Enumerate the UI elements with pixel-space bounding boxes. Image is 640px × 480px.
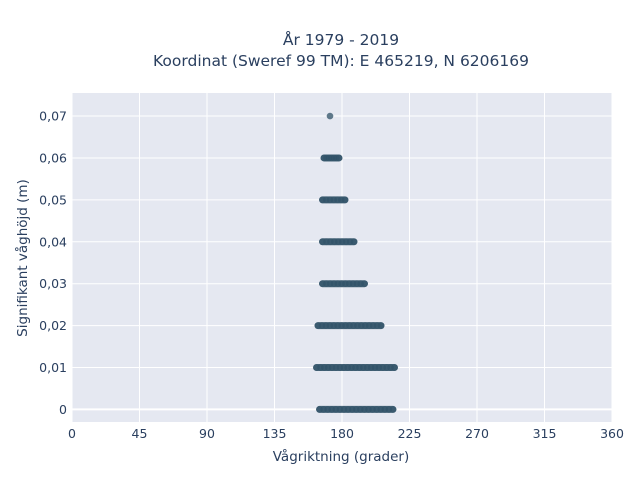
chart-title-line-1: År 1979 - 2019 <box>283 30 399 49</box>
y-axis-title: Signifikant våghöjd (m) <box>14 179 31 337</box>
y-tick-label: 0,04 <box>39 234 67 249</box>
chart-title-line-2: Koordinat (Sweref 99 TM): E 465219, N 62… <box>153 52 529 70</box>
data-band <box>313 364 398 372</box>
tick-labels: 0 45 90 135 180 225 270 315 360 0 0,01 0,02 0,03 0,04… <box>39 109 624 441</box>
x-tick-label: 270 <box>465 426 489 441</box>
y-tick-label: 0,02 <box>39 318 67 333</box>
data-points <box>326 112 334 120</box>
data-point <box>350 238 358 246</box>
y-tick-label: 0 <box>59 402 67 417</box>
x-tick-label: 225 <box>398 426 422 441</box>
data-point <box>335 154 343 162</box>
y-tick-label: 0,03 <box>39 276 67 291</box>
data-band <box>320 154 343 162</box>
data-band <box>316 405 397 413</box>
x-tick-label: 135 <box>263 426 287 441</box>
x-tick-label: 360 <box>600 426 624 441</box>
data-band <box>319 238 358 246</box>
x-tick-label: 0 <box>68 426 76 441</box>
data-point <box>377 322 385 329</box>
data-band <box>319 196 349 204</box>
y-tick-label: 0,07 <box>39 109 67 124</box>
data-point <box>389 406 397 413</box>
data-point <box>361 280 368 287</box>
x-tick-label: 180 <box>330 426 354 441</box>
data-point <box>391 364 398 371</box>
x-tick-label: 315 <box>533 426 557 441</box>
x-tick-label: 90 <box>199 426 215 441</box>
data-point <box>326 112 334 120</box>
y-tick-label: 0,05 <box>39 192 67 207</box>
data-bands <box>313 154 398 413</box>
data-band <box>314 322 385 330</box>
data-point <box>341 196 349 204</box>
y-tick-label: 0,06 <box>39 150 67 165</box>
y-tick-label: 0,01 <box>39 360 67 375</box>
data-band <box>319 280 368 288</box>
x-axis-title: Vågriktning (grader) <box>273 448 410 465</box>
x-tick-label: 45 <box>132 426 148 441</box>
